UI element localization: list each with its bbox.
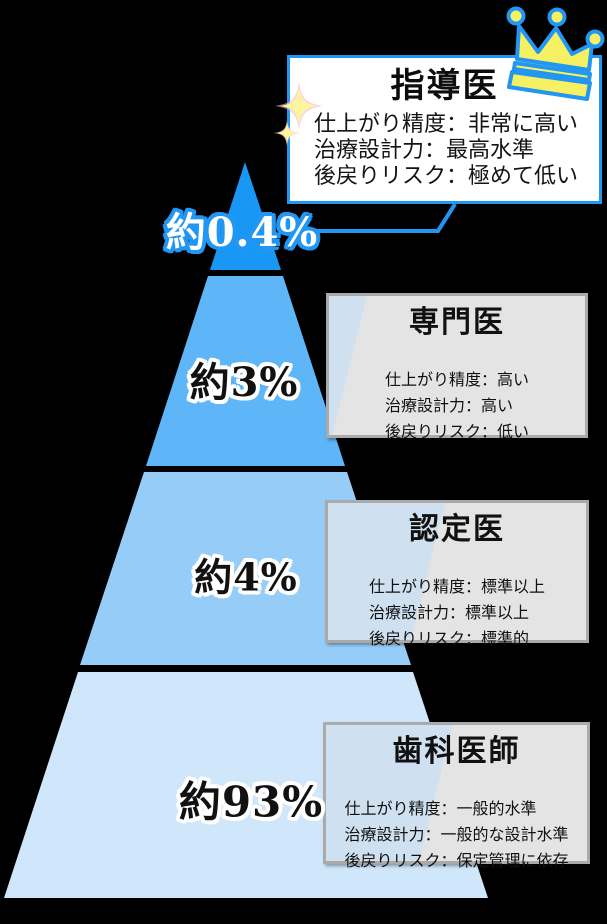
- info-box-details: 仕上がり精度：標準以上 治療設計力：標準以上 後戻りリスク：標準的: [369, 574, 545, 652]
- info-box-details: 仕上がり精度：一般的水準 治療設計力：一般的な設計水準 後戻りリスク：保定管理に…: [344, 796, 568, 874]
- info-box-title: 専門医: [409, 305, 505, 340]
- info-box-dentist: 歯科医師 仕上がり精度：一般的水準 治療設計力：一般的な設計水準 後戻りリスク：…: [323, 722, 590, 870]
- tier-percent-label-1: 約0.4%: [165, 209, 319, 256]
- info-line: 後戻りリスク：保定管理に依存: [344, 851, 569, 870]
- info-line: 後戻りリスク：低い: [384, 422, 529, 441]
- callout-title: 指導医: [390, 66, 499, 106]
- callout-box-top-tier: 指導医 仕上がり精度：非常に高い 治療設計力：最高水準 後戻りリスク：極めて低い: [287, 55, 602, 204]
- tier-percent-label-2: 約3%: [189, 359, 299, 406]
- info-line: 治療設計力：高い: [384, 396, 513, 415]
- info-line: 治療設計力：一般的な設計水準: [344, 825, 569, 844]
- info-line: 後戻りリスク：標準的: [368, 629, 529, 648]
- info-box-certified: 認定医 仕上がり精度：標準以上 治療設計力：標準以上 後戻りリスク：標準的: [325, 500, 589, 648]
- info-line: 仕上がり精度：標準以上: [368, 577, 545, 596]
- callout-line: 後戻りリスク：極めて低い: [314, 164, 579, 190]
- tier-percent-label-4: 約93%: [178, 777, 324, 827]
- info-box-title: 歯科医師: [392, 734, 521, 769]
- callout-line: 仕上がり精度：非常に高い: [314, 112, 579, 138]
- info-line: 治療設計力：標準以上: [368, 603, 529, 622]
- info-line: 仕上がり精度：高い: [384, 370, 529, 389]
- info-box-title: 認定医: [409, 512, 505, 547]
- info-line: 仕上がり精度：一般的水準: [344, 799, 537, 818]
- callout-details: 仕上がり精度：非常に高い 治療設計力：最高水準 後戻りリスク：極めて低い: [314, 112, 599, 190]
- info-box-specialist: 専門医 仕上がり精度：高い 治療設計力：高い 後戻りリスク：低い: [326, 293, 588, 441]
- callout-leader-line: [304, 202, 457, 233]
- tier-percent-label-3: 約4%: [194, 554, 298, 600]
- info-box-details: 仕上がり精度：高い 治療設計力：高い 後戻りリスク：低い: [385, 367, 529, 445]
- callout-line: 治療設計力：最高水準: [314, 138, 535, 164]
